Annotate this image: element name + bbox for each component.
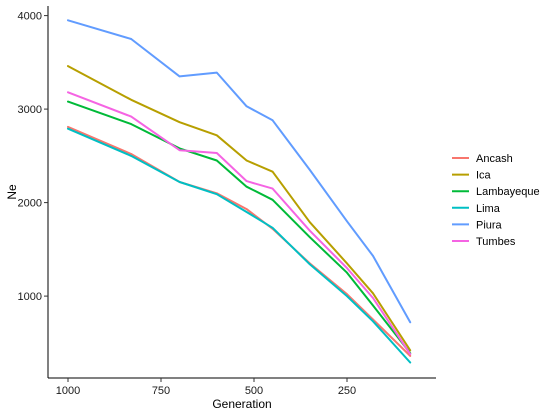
legend-label: Ica	[476, 170, 492, 182]
x-tick-label: 750	[152, 385, 170, 397]
data-point	[216, 159, 218, 162]
data-point	[178, 75, 181, 78]
legend: Ancash Ica Lambayeque Lima Piura Tumbes	[452, 153, 540, 248]
data-point	[346, 271, 348, 274]
data-point	[130, 115, 133, 118]
x-tick-label: 250	[338, 385, 356, 397]
data-point	[309, 263, 311, 266]
data-point	[216, 152, 218, 154]
data-point	[271, 170, 274, 173]
x-axis-title: Generation	[212, 397, 271, 411]
data-point	[409, 355, 412, 357]
data-point	[245, 211, 248, 213]
data-point	[309, 169, 311, 171]
data-point	[372, 297, 374, 299]
series-line	[67, 127, 412, 364]
series-tumbes	[67, 91, 412, 356]
x-tick-label: 500	[245, 385, 263, 397]
data-point	[346, 295, 348, 297]
data-point	[216, 193, 218, 195]
legend-item: Lambayeque	[452, 186, 540, 198]
data-point	[130, 155, 133, 157]
data-point	[309, 229, 311, 232]
series-line	[67, 91, 412, 356]
legend-label: Ancash	[476, 153, 513, 165]
legend-label: Tumbes	[476, 236, 516, 248]
data-point	[245, 185, 248, 188]
data-point	[372, 320, 374, 323]
data-point	[130, 98, 133, 101]
series-line	[67, 100, 412, 355]
data-point	[245, 208, 248, 210]
data-point	[271, 198, 274, 201]
y-tick-label: 3000	[18, 104, 42, 116]
data-point	[130, 153, 133, 155]
data-point	[309, 221, 311, 224]
legend-item: Ica	[452, 170, 492, 182]
data-point	[372, 255, 374, 257]
data-point	[409, 361, 412, 364]
data-point	[245, 159, 248, 162]
data-point	[130, 38, 133, 40]
series-lima	[67, 127, 412, 364]
x-tick-label: 1000	[56, 385, 80, 397]
data-point	[409, 349, 412, 352]
data-point	[178, 121, 181, 123]
y-tick-label: 4000	[18, 11, 42, 23]
series-line	[67, 65, 412, 352]
data-point	[372, 292, 374, 295]
series-lines	[67, 19, 412, 364]
legend-item: Tumbes	[452, 236, 516, 248]
x-axis-ticks: 1000 750 500 250	[56, 378, 356, 397]
data-point	[409, 321, 412, 324]
data-point	[67, 19, 69, 22]
legend-label: Piura	[476, 219, 503, 231]
data-point	[309, 236, 311, 238]
data-point	[409, 353, 412, 355]
data-point	[178, 149, 181, 152]
data-point	[216, 71, 218, 74]
series-ica	[67, 65, 412, 352]
legend-item: Piura	[452, 219, 503, 231]
data-point	[271, 187, 274, 190]
data-point	[271, 227, 274, 229]
data-point	[216, 134, 218, 137]
data-point	[346, 220, 348, 223]
legend-label: Lambayeque	[476, 186, 540, 198]
y-tick-label: 1000	[18, 291, 42, 303]
series-line	[67, 19, 412, 324]
y-axis-ticks: 1000 2000 3000 4000	[18, 11, 48, 303]
data-point	[346, 262, 348, 265]
series-piura	[67, 19, 412, 324]
data-point	[130, 123, 133, 125]
data-point	[67, 100, 69, 103]
data-point	[67, 65, 69, 67]
legend-item: Lima	[452, 203, 501, 215]
data-point	[67, 126, 69, 128]
plot-area: 1000 750 500 250 1000 2000 3000 4000	[18, 6, 436, 397]
data-point	[245, 105, 248, 108]
data-point	[245, 180, 248, 182]
plot-background	[48, 6, 436, 378]
data-point	[372, 304, 374, 307]
legend-item: Ancash	[452, 153, 513, 165]
data-point	[271, 119, 274, 122]
legend-label: Lima	[476, 203, 501, 215]
data-point	[67, 91, 69, 94]
data-point	[178, 181, 181, 183]
y-tick-label: 2000	[18, 198, 42, 210]
data-point	[67, 127, 69, 130]
y-axis-title: Ne	[5, 184, 19, 200]
data-point	[346, 267, 348, 269]
